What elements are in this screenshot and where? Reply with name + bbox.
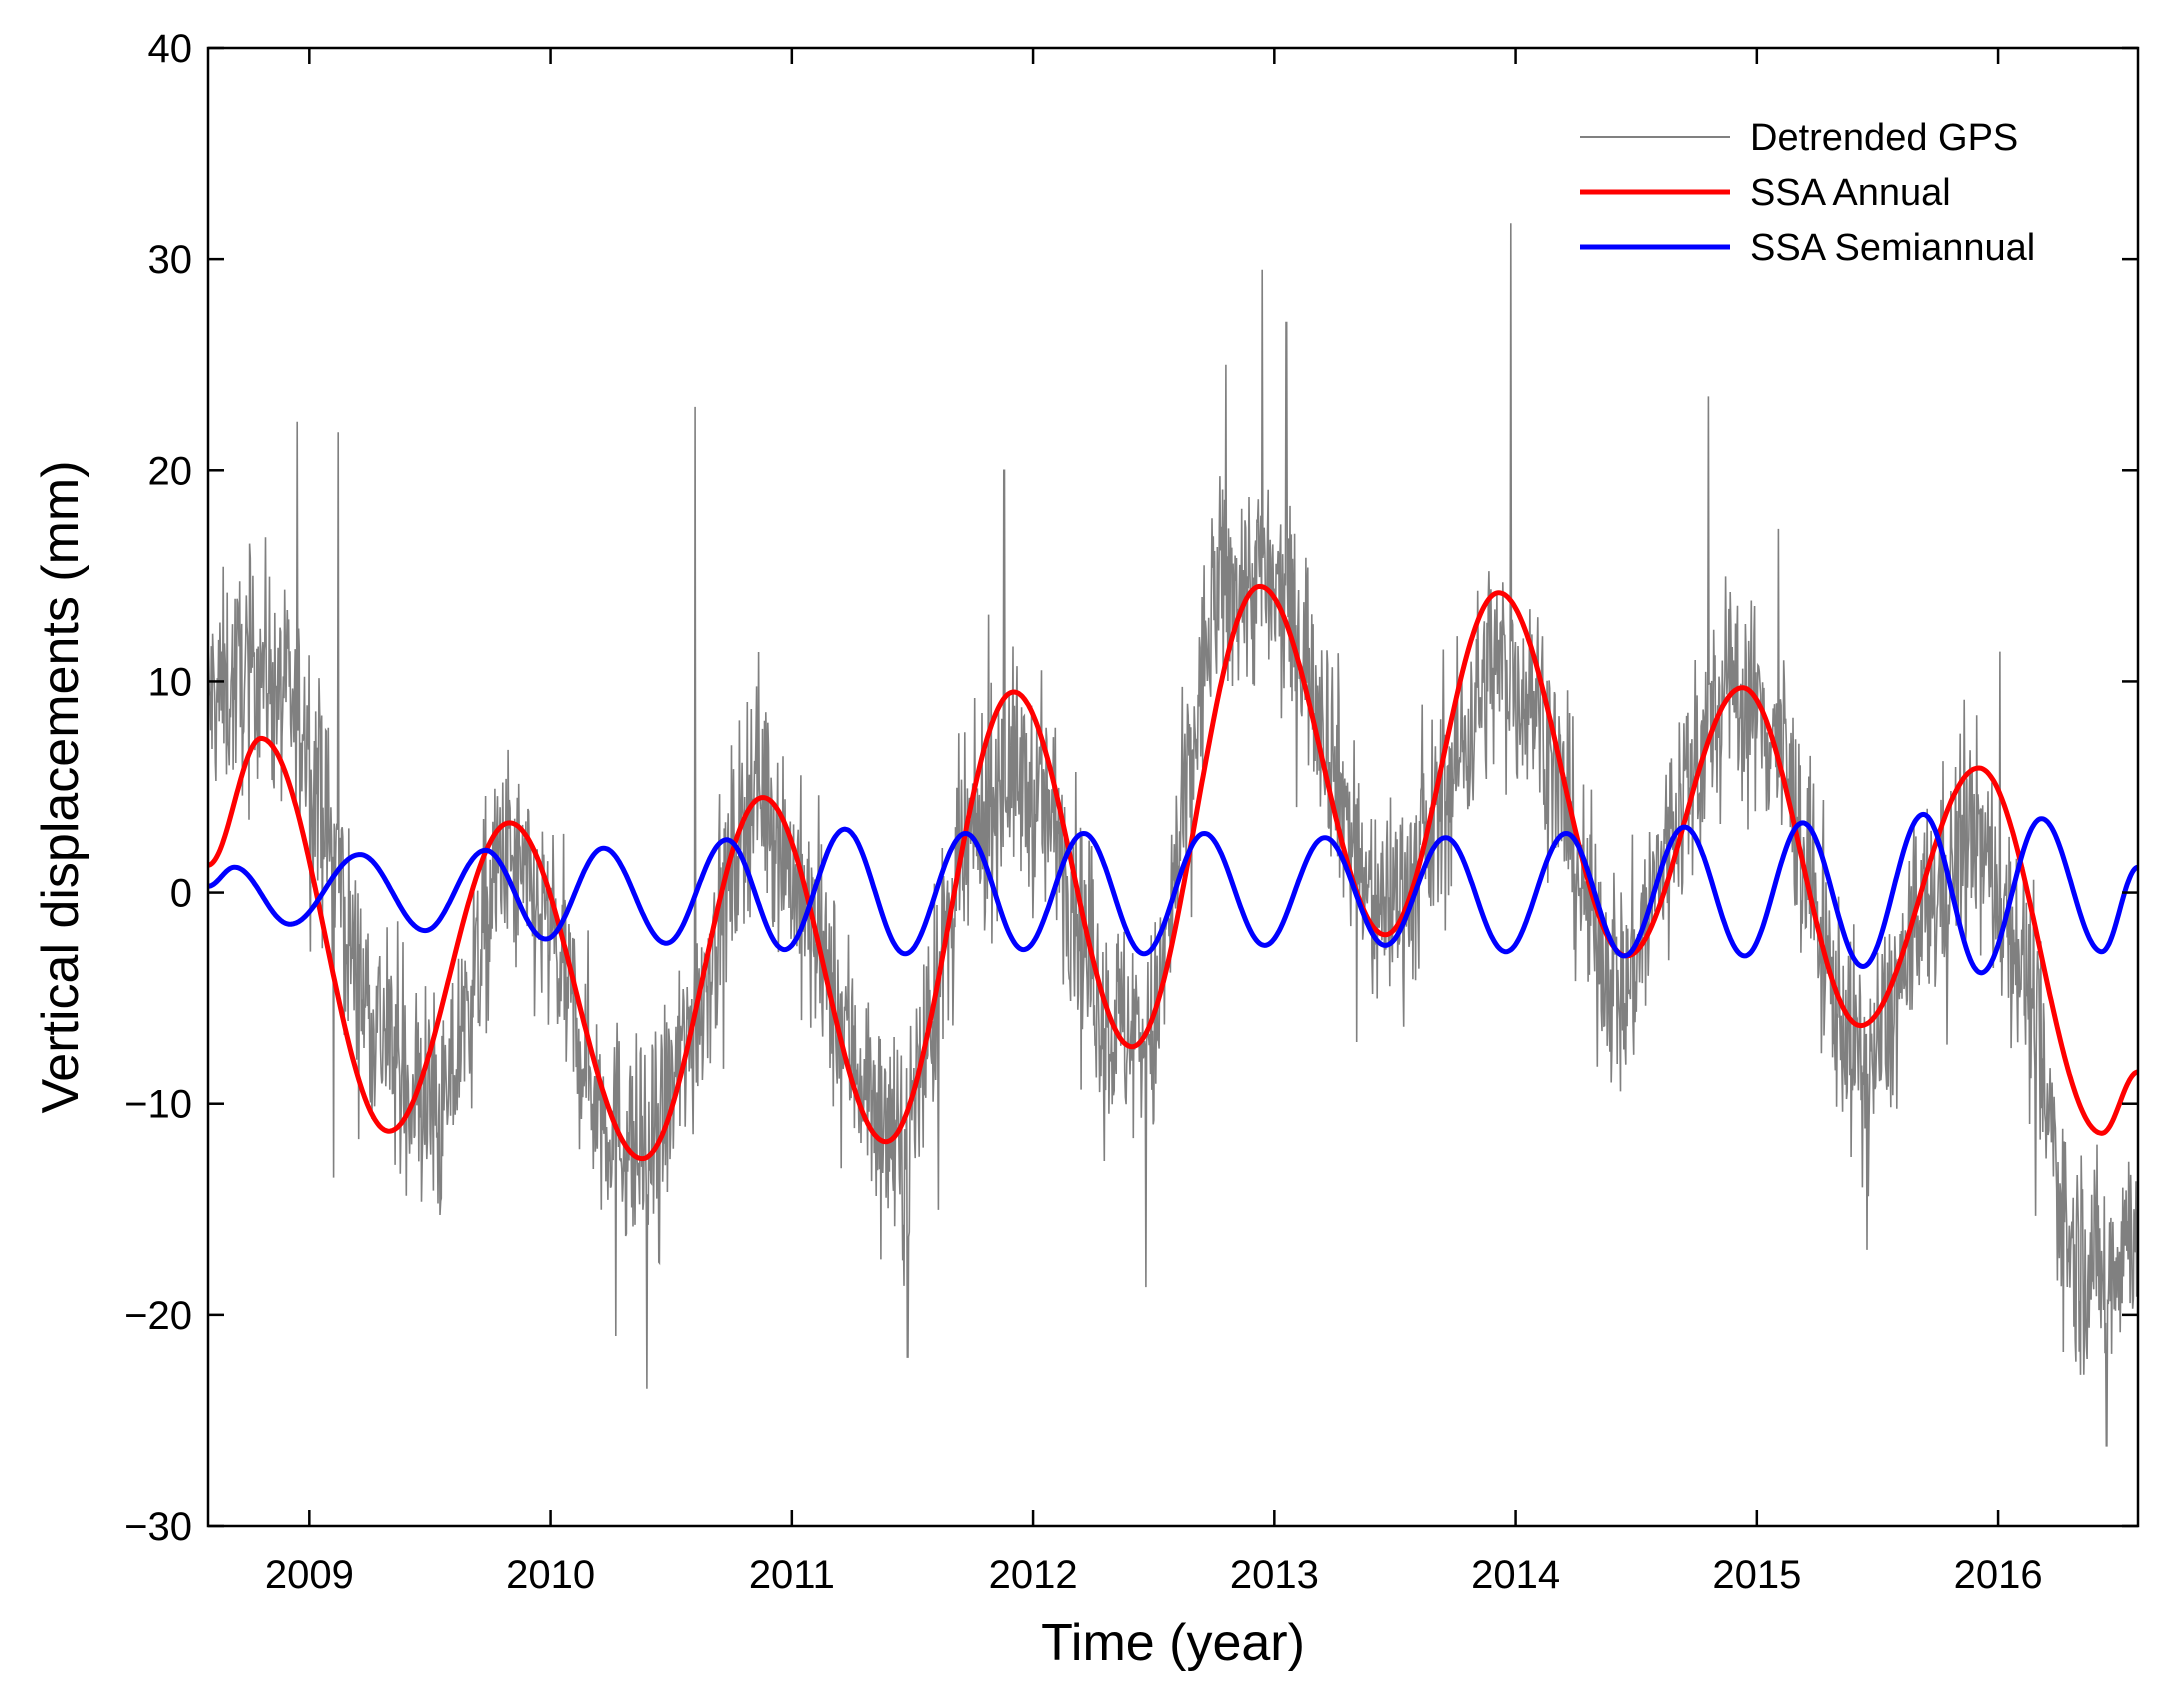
y-tick-label: −10: [124, 1083, 192, 1127]
series-detrended-gps-line: [208, 223, 2138, 1447]
ticks-layer: [208, 46, 2138, 1528]
y-tick-label: 30: [148, 238, 193, 282]
x-tick-label: 2012: [989, 1553, 1078, 1597]
plot-frame: [206, 46, 2140, 1528]
x-tick-label: 2014: [1471, 1553, 1560, 1597]
series-ssa-semiannual-line: [208, 811, 2138, 976]
legend-label: SSA Semiannual: [1750, 227, 2035, 269]
y-tick-label: 40: [148, 27, 193, 71]
y-axis-label: Vertical displacements (mm): [32, 460, 90, 1113]
x-tick-label: 2011: [749, 1553, 835, 1597]
x-axis-label: Time (year): [1041, 1614, 1305, 1672]
y-tick-label: 20: [148, 449, 193, 493]
x-tick-label: 2009: [265, 1553, 354, 1597]
x-tick-label: 2015: [1712, 1553, 1801, 1597]
series-layer: [208, 223, 2138, 1447]
x-tick-label: 2013: [1230, 1553, 1319, 1597]
labels-layer: 2009 2010 2011 2012 2013 2014 2015 2016−30−20−1…: [124, 27, 2042, 1597]
y-tick-label: −20: [124, 1294, 192, 1338]
x-tick-label: 2010: [506, 1553, 595, 1597]
legend-label: SSA Annual: [1750, 172, 1951, 214]
legend: Detrended GPS SSA Annual SSA Semiannual: [1580, 117, 2035, 269]
series-ssa-annual-line: [208, 583, 2138, 1162]
x-tick-label: 2016: [1954, 1553, 2043, 1597]
y-tick-label: 10: [148, 660, 193, 704]
y-tick-label: 0: [170, 872, 192, 916]
y-tick-label: −30: [124, 1505, 192, 1549]
legend-label: Detrended GPS: [1750, 117, 2018, 159]
